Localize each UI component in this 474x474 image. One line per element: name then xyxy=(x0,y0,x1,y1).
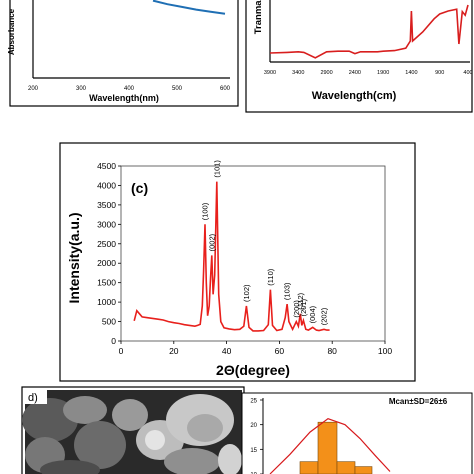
panel-e-curve xyxy=(269,418,391,474)
panel-b-x-tick-label: 2400 xyxy=(349,70,361,76)
panel-c-label: (c) xyxy=(131,180,148,196)
panel-a: 200 300 400 500 600 Wavelength(nm) Absorbanc… xyxy=(7,0,239,107)
panel-e-y-tick-label: 20 xyxy=(250,423,257,429)
panel-c-x-tick-label: 0 xyxy=(119,346,124,356)
panel-c-y-tick-label: 2000 xyxy=(97,258,116,268)
panel-b-x-tick-label: 1900 xyxy=(377,70,389,76)
panel-c-xlabel: 2Θ(degree) xyxy=(216,362,290,378)
panel-a-x-tick-label: 400 xyxy=(124,86,135,92)
panel-c-peak-label: (100) xyxy=(201,202,210,220)
panel-c-y-ticks: 0 500 1000 1500 2000 2500 3000 3500 4000 4500 xyxy=(97,161,121,346)
panel-e-bar xyxy=(317,421,338,474)
panel-e-stat-text: Mcan±SD=26±6 xyxy=(389,397,448,406)
panel-c-peak-label: (110) xyxy=(266,268,275,285)
panel-b: 3900 3400 2900 2400 1900 1400 900 400 Wavelengt… xyxy=(245,0,473,113)
panel-d-label: d) xyxy=(28,392,38,404)
panel-c-peak-label: (102) xyxy=(242,284,251,302)
panel-c-curve xyxy=(133,181,330,332)
panel-c-y-tick-label: 1000 xyxy=(97,297,116,307)
panel-e-bar xyxy=(336,461,356,474)
panel-a-x-tick-label: 200 xyxy=(28,86,39,92)
panel-e-frame xyxy=(241,392,473,474)
panel-b-x-tick-label: 3900 xyxy=(264,70,276,76)
panel-c-y-tick-label: 4000 xyxy=(97,180,116,190)
panel-c-y-tick-label: 3000 xyxy=(97,219,116,229)
panel-a-x-tick-label: 600 xyxy=(220,86,231,92)
panel-a-x-tick-label: 300 xyxy=(76,86,87,92)
panel-a-curve xyxy=(152,0,226,15)
panel-c-y-tick-label: 1500 xyxy=(97,278,116,288)
panel-e-bar xyxy=(354,466,373,474)
panel-e-y-tick-label: 25 xyxy=(250,399,257,405)
panel-b-ylabel: Tranmal xyxy=(253,0,264,34)
panel-c-y-tick-label: 500 xyxy=(102,317,116,327)
panel-c-y-tick-label: 2500 xyxy=(97,239,116,249)
panel-e-y-ticks: 25 20 15 10 xyxy=(250,399,263,474)
panel-c-peak-label: (101) xyxy=(212,160,221,178)
panel-c-x-tick-label: 60 xyxy=(275,346,285,356)
panel-c: 0 500 1000 1500 2000 2500 3000 3500 4000 4500 0 20… xyxy=(59,142,416,382)
panel-b-curve xyxy=(269,4,469,59)
panel-d-label-box xyxy=(25,390,47,404)
panel-c-peak-labels: (100) (002) (101) (102) (110) (103)(200)(112)… xyxy=(201,160,329,326)
panel-c-peak-label: (201) xyxy=(299,298,308,316)
panel-c-x-tick-label: 80 xyxy=(327,346,337,356)
panel-c-peak-label: (200) xyxy=(292,300,301,318)
panel-c-peak-label: (103) xyxy=(283,282,292,300)
panel-c-peak-label: (002) xyxy=(207,233,216,251)
sem-image-texture xyxy=(22,394,242,474)
panel-a-frame xyxy=(9,0,239,107)
panel-a-x-ticks: 200 300 400 500 600 xyxy=(28,86,231,92)
panel-c-x-tick-label: 40 xyxy=(222,346,232,356)
panel-c-peak-label: (004) xyxy=(308,305,317,323)
panel-b-frame xyxy=(245,0,473,113)
panel-a-x-tick-label: 500 xyxy=(172,86,183,92)
panel-c-peak-label: (112) xyxy=(296,292,305,309)
panel-c-x-tick-label: 20 xyxy=(169,346,179,356)
panel-d: d) xyxy=(21,386,245,474)
panel-e-y-tick-label: 15 xyxy=(250,448,257,454)
panel-b-x-tick-label: 900 xyxy=(435,70,444,76)
panel-e-y-tick-label: 10 xyxy=(250,473,257,474)
panel-c-plot-area xyxy=(120,165,386,342)
panel-b-x-tick-label: 1400 xyxy=(405,70,417,76)
panel-c-x-ticks: 0 20 40 60 80 100 xyxy=(119,341,392,356)
panel-c-y-tick-label: 4500 xyxy=(97,161,116,171)
panel-a-xlabel: Wavelength(nm) xyxy=(89,93,159,103)
panel-c-frame xyxy=(59,142,416,382)
panel-c-ylabel: Intensity(a.u.) xyxy=(66,212,82,303)
panel-b-x-tick-label: 400 xyxy=(463,70,472,76)
panel-c-peak-label: (202) xyxy=(320,307,329,325)
panel-c-y-tick-label: 0 xyxy=(111,336,116,346)
panel-e: 25 20 15 10 Mcan±SD=26±6 xyxy=(241,392,473,474)
panel-a-ylabel: Absorbance xyxy=(7,8,16,55)
panel-b-x-ticks: 3900 3400 2900 2400 1900 1400 900 400 xyxy=(264,70,473,76)
panel-b-x-tick-label: 2900 xyxy=(320,70,332,76)
panel-c-y-tick-label: 3500 xyxy=(97,200,116,210)
panel-e-bar xyxy=(299,461,319,474)
panel-b-xlabel: Wavelength(cm) xyxy=(312,90,397,102)
panel-b-x-tick-label: 3400 xyxy=(292,70,304,76)
panel-c-x-tick-label: 100 xyxy=(378,346,392,356)
